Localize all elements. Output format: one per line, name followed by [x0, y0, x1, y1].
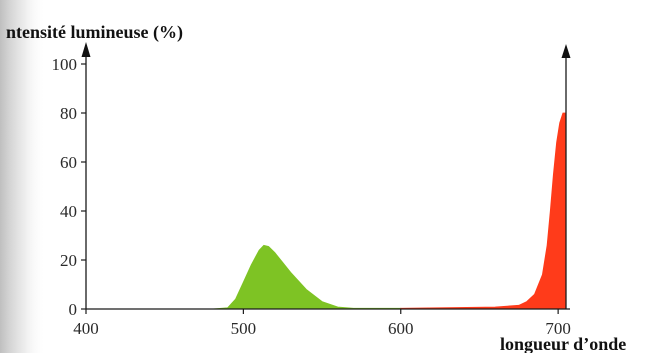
- y-tick-label-0: 0: [69, 300, 78, 319]
- series-layer: [86, 112, 567, 310]
- x-axis-title: longueur d’onde: [500, 334, 626, 353]
- x-tick-label-3: 700: [545, 319, 571, 338]
- y-tick-label-4: 80: [60, 104, 77, 123]
- x-ticks: 400 500 600 700: [73, 309, 571, 338]
- y-tick-label-5: 100: [52, 55, 78, 74]
- y-ticks: 0 20 40 60 80 100: [52, 55, 86, 319]
- y-tick-label-2: 40: [60, 202, 77, 221]
- x-tick-label-2: 600: [388, 319, 414, 338]
- y-axis-title: ntensité lumineuse (%): [6, 22, 183, 43]
- page-shadow: [0, 0, 46, 353]
- right-boundary-arrow: [561, 44, 571, 58]
- x-tick-label-0: 400: [73, 319, 99, 338]
- y-tick-label-1: 20: [60, 251, 77, 270]
- y-tick-label-3: 60: [60, 153, 77, 172]
- series-area-0: [86, 244, 402, 310]
- series-area-1: [400, 112, 567, 310]
- x-tick-label-1: 500: [231, 319, 257, 338]
- y-axis-arrow: [81, 42, 91, 57]
